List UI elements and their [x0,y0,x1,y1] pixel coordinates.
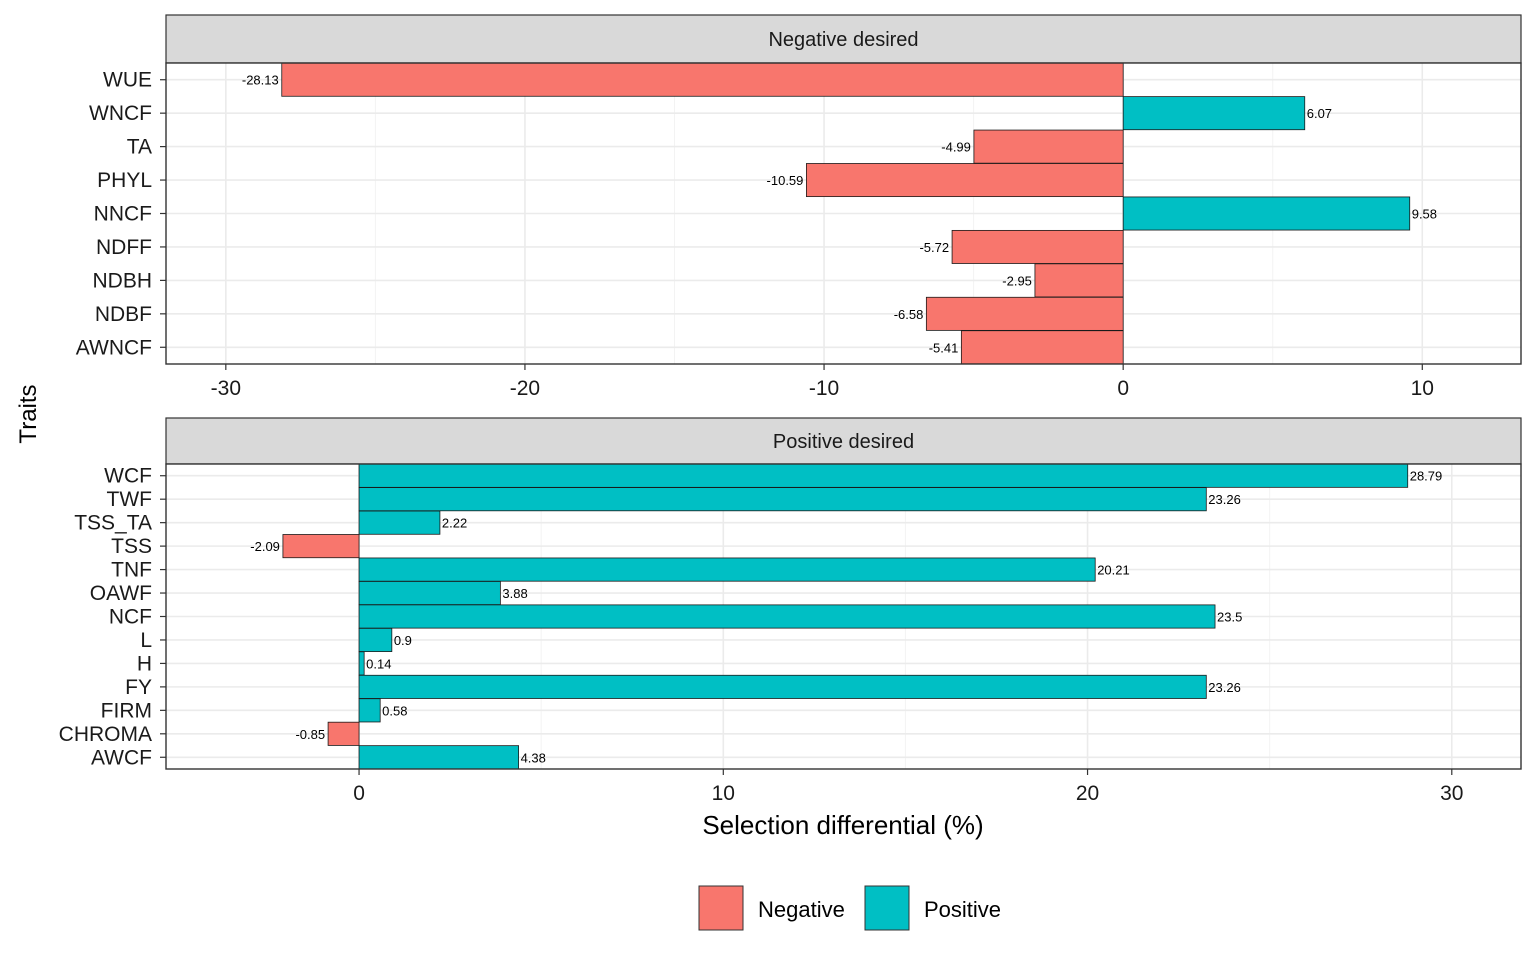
facet-strip [165,14,1522,64]
y-tick-label: OAWF [90,582,152,605]
data-label: 23.26 [1208,492,1241,507]
bar-firm [358,698,381,723]
data-label: -6.58 [894,307,924,322]
data-label: -28.13 [242,73,279,88]
y-tick-label: NDFF [96,236,152,259]
bar-phyl [806,163,1124,198]
bar-l [358,627,393,652]
x-tick-label: -10 [809,377,839,400]
data-label: 20.21 [1097,563,1130,578]
legend-key-positive [864,885,910,931]
x-tick-label: 0 [353,782,365,805]
facet-panel-2: Positive desired 28.79 23.26 2.22 -2.09 20.21… [59,417,1522,805]
facet-title: Negative desired [768,29,918,51]
x-tick-label: -30 [211,377,241,400]
bar-ncf [358,604,1216,629]
bar-awcf [358,745,519,770]
data-label: 23.5 [1217,610,1242,625]
data-label: -10.59 [767,173,804,188]
bar-wncf [1122,96,1306,131]
bar-ndff [951,229,1124,264]
y-tick-label: CHROMA [59,723,152,746]
x-tick-label: 0 [1117,377,1129,400]
facet-title: Positive desired [773,431,914,453]
y-tick-label: WUE [103,69,152,92]
bar-h [358,651,365,676]
x-tick-label: 20 [1076,782,1099,805]
x-tick-label: -20 [510,377,540,400]
y-tick-label: TSS [111,535,152,558]
bar-twf [358,487,1207,512]
legend-key-negative [698,885,744,931]
y-tick-label: L [140,629,152,652]
data-label: 4.38 [521,750,546,765]
y-tick-label: H [137,652,152,675]
data-label: -5.41 [929,340,959,355]
y-tick-label: WCF [104,465,152,488]
facet-panels: Negative desired -28.13 6.07 -4.99 -10.59 9.5… [59,14,1522,805]
y-axis-title: Traits [15,384,42,443]
y-tick-label: FIRM [101,699,152,722]
bar-nncf [1122,196,1411,231]
data-label: 0.9 [394,633,412,648]
x-tick-label: 30 [1440,782,1463,805]
data-label: 6.07 [1307,106,1332,121]
y-tick-label: NDBH [92,269,152,292]
data-label: -4.99 [941,140,971,155]
y-tick-label: TNF [111,559,152,582]
bar-ta [973,129,1124,164]
bar-wcf [358,463,1409,488]
y-tick-label: NNCF [94,203,152,226]
bar-awncf [960,330,1124,365]
legend-label-negative: Negative [758,897,845,922]
data-label: 9.58 [1412,207,1437,222]
bar-wue [281,62,1124,97]
data-label: 23.26 [1208,680,1241,695]
bar-tss-ta [358,510,441,535]
data-label: -2.95 [1002,273,1032,288]
data-label: 28.79 [1410,469,1443,484]
y-tick-label: TA [127,136,152,159]
y-tick-label: NDBF [95,303,152,326]
data-label: 3.88 [502,586,527,601]
x-tick-label: 10 [712,782,735,805]
x-tick-label: 10 [1411,377,1434,400]
y-tick-label: TWF [107,488,152,511]
y-tick-label: TSS_TA [74,512,152,535]
data-label: -0.85 [295,727,325,742]
y-tick-label: AWNCF [76,336,152,359]
bar-oawf [358,581,501,606]
y-tick-label: NCF [109,606,152,629]
bar-fy [358,674,1207,699]
data-label: 0.14 [366,656,391,671]
y-tick-label: PHYL [97,169,152,192]
bar-tss [282,534,360,559]
data-label: -2.09 [250,539,280,554]
data-label: -5.72 [919,240,949,255]
x-axis-title: Selection differential (%) [702,810,983,840]
bar-ndbh [1034,263,1124,298]
legend-label-positive: Positive [924,897,1001,922]
bar-chroma [327,721,360,746]
y-tick-label: FY [125,676,152,699]
legend: Negative Positive [698,885,1001,931]
y-tick-label: AWCF [91,746,152,769]
y-tick-label: WNCF [89,102,152,125]
bar-tnf [358,557,1096,582]
facet-panel-1: Negative desired -28.13 6.07 -4.99 -10.59 9.5… [76,14,1522,400]
data-label: 0.58 [382,703,407,718]
bar-ndbf [925,296,1124,331]
data-label: 2.22 [442,516,467,531]
